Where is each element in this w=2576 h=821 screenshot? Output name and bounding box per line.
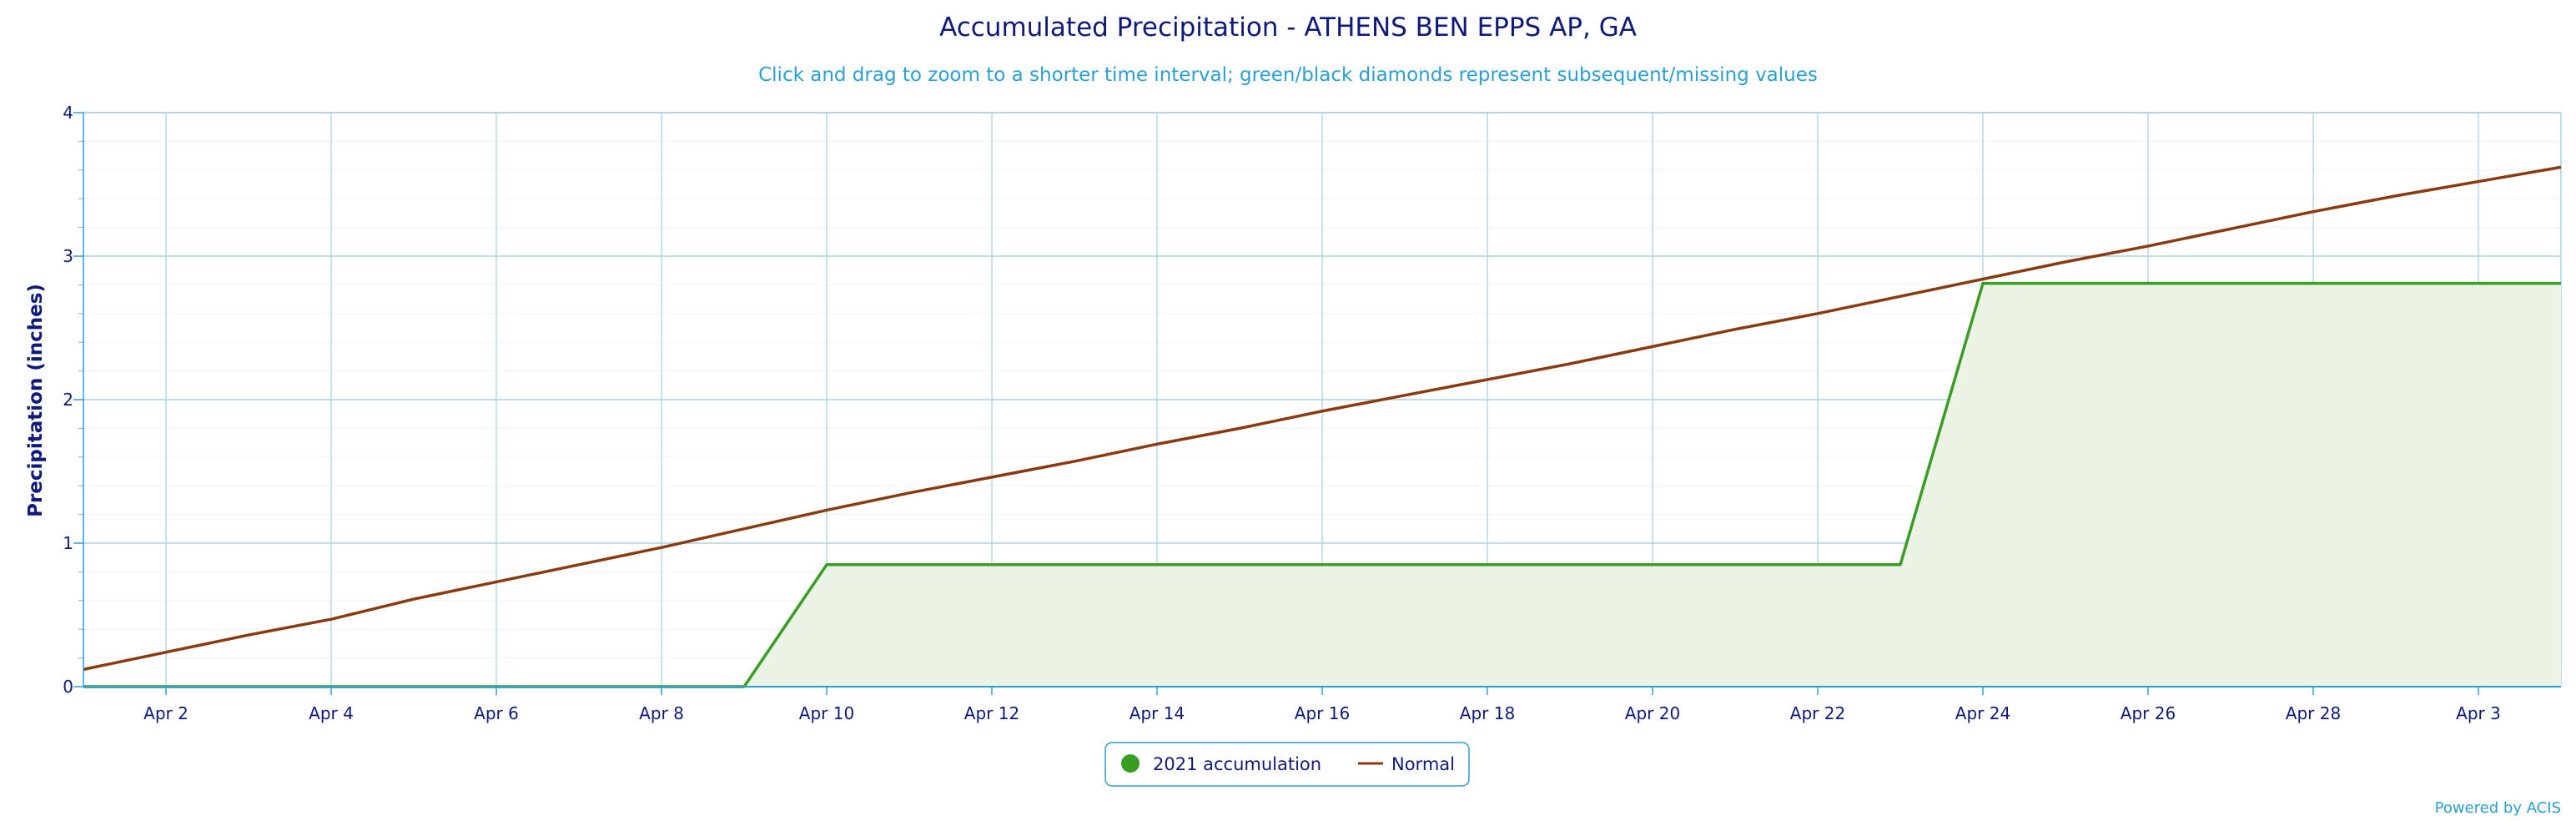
chart-title: Accumulated Precipitation - ATHENS BEN E… — [939, 13, 1637, 43]
legend-marker-2021-accumulation — [1121, 754, 1140, 773]
y-tick-label: 3 — [63, 246, 73, 266]
axes: 0 1 2 3 4 Apr 2 Apr 4 Apr 6 Apr 8 Apr 10 Apr 12 Apr… — [63, 103, 2561, 723]
x-tick-label: Apr 20 — [1625, 703, 1680, 723]
y-tick-label: 1 — [63, 533, 73, 553]
legend[interactable]: 2021 accumulation Normal — [1104, 742, 1470, 787]
y-tick-label: 0 — [63, 677, 73, 697]
x-tick-label: Apr 16 — [1295, 703, 1350, 723]
x-tick-label: Apr 28 — [2286, 703, 2341, 723]
legend-box — [1104, 742, 1470, 787]
legend-label-2021-accumulation: 2021 accumulation — [1153, 754, 1321, 774]
legend-item-2021-accumulation[interactable]: 2021 accumulation — [1121, 754, 1321, 774]
x-tick-label: Apr 14 — [1130, 703, 1185, 723]
x-tick-label: Apr 22 — [1790, 703, 1845, 723]
powered-by-credit[interactable]: Powered by ACIS — [2435, 799, 2561, 817]
x-tick-label: Apr 8 — [639, 703, 684, 723]
y-tick-label: 4 — [63, 103, 73, 123]
x-tick-label: Apr 12 — [964, 703, 1019, 723]
x-tick-label: Apr 4 — [309, 703, 354, 723]
x-tick-label: Apr 3 — [2456, 703, 2501, 723]
legend-item-normal[interactable]: Normal — [1358, 754, 1455, 774]
x-tick-label: Apr 2 — [143, 703, 189, 723]
series-line-normal[interactable] — [83, 165, 2562, 672]
legend-label-normal: Normal — [1391, 754, 1455, 774]
area-2021-accumulation — [83, 283, 2561, 687]
x-tick-label: Apr 18 — [1460, 703, 1515, 723]
x-tick-label: Apr 26 — [2121, 703, 2176, 723]
x-tick-label: Apr 6 — [474, 703, 519, 723]
y-axis-label: Precipitation (inches) — [25, 284, 47, 517]
y-tick-label: 2 — [63, 390, 73, 410]
chart-subtitle: Click and drag to zoom to a shorter time… — [758, 64, 1818, 86]
x-tick-label: Apr 10 — [799, 703, 854, 723]
x-tick-label: Apr 24 — [1955, 703, 2010, 723]
